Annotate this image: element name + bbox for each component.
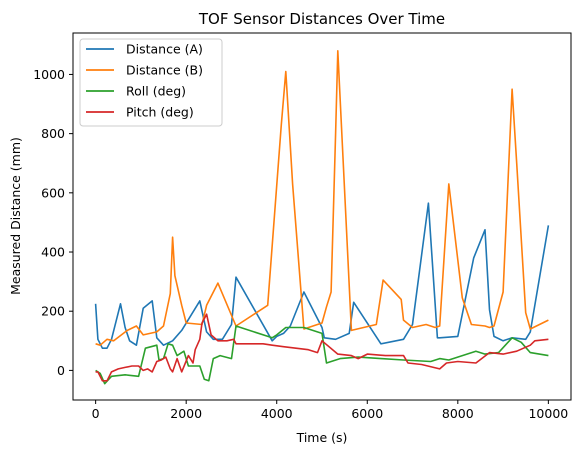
legend-box: [79, 38, 223, 127]
x-tick-label: 8000: [442, 406, 474, 421]
x-tick-label: 10000: [528, 406, 568, 421]
y-tick-label: 800: [41, 126, 65, 141]
legend: Distance (A) Distance (B) Roll (deg) Pitch …: [79, 38, 223, 127]
plot-series: [94, 50, 550, 385]
series-line-3: [95, 313, 549, 382]
plot-area-frame: [72, 32, 572, 401]
y-tick-label: 400: [41, 245, 65, 260]
y-tick-label: 0: [57, 363, 65, 378]
series-line-2: [95, 325, 549, 385]
y-axis-ticks: 0 200 400 600 800 1000: [33, 67, 73, 378]
x-tick-label: 6000: [351, 406, 383, 421]
x-tick-label: 4000: [261, 406, 293, 421]
y-axis-title: Measured Distance (mm): [8, 137, 23, 295]
x-axis-title: Time (s): [296, 430, 348, 445]
series-line-0: [94, 202, 550, 349]
series-line-1: [95, 50, 549, 346]
y-tick-label: 1000: [33, 67, 65, 82]
x-tick-label: 0: [92, 406, 100, 421]
y-tick-label: 200: [41, 304, 65, 319]
legend-label: Roll (deg): [126, 84, 186, 99]
y-tick-label: 600: [41, 185, 65, 200]
legend-label: Distance (A): [126, 42, 203, 57]
chart-title: TOF Sensor Distances Over Time: [198, 10, 445, 28]
x-tick-label: 2000: [170, 406, 202, 421]
legend-label: Pitch (deg): [126, 105, 194, 120]
x-axis-ticks: 0 2000 4000 6000 8000 10000: [92, 400, 568, 421]
legend-label: Distance (B): [126, 63, 203, 78]
